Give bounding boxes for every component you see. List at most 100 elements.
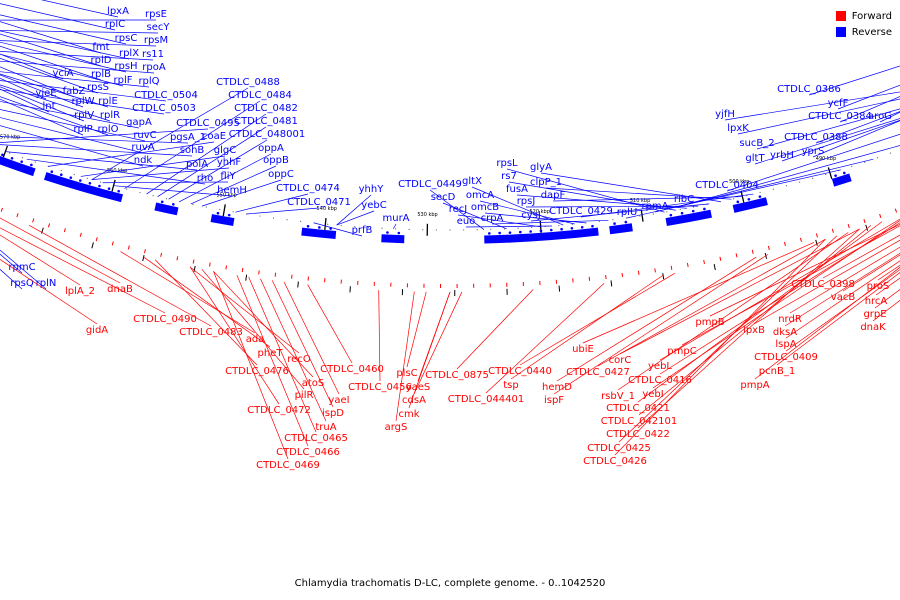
- forward-gene-label: CTDLC_0460: [320, 364, 384, 375]
- reverse-leader-line: [724, 91, 900, 121]
- reverse-leader-line: [530, 203, 710, 222]
- reverse-gene-label: rs7: [501, 171, 517, 182]
- forward-gene-label: CTDLC_0469: [256, 460, 320, 471]
- reverse-gene-label: rpsQ: [10, 278, 34, 289]
- marker-tick: [865, 224, 869, 231]
- forward-gene-label: vacB: [831, 292, 856, 303]
- reverse-gene-label: rplB: [91, 69, 111, 80]
- reverse-gene-label: oppC: [268, 169, 294, 180]
- forward-tick: [879, 213, 882, 218]
- reverse-gene-label: CTDLC_0388: [784, 132, 848, 143]
- reverse-feature-arrow: [69, 176, 73, 179]
- reverse-feature-block: [484, 227, 599, 244]
- scale-dot: [759, 191, 761, 194]
- forward-tick: [703, 259, 705, 265]
- reverse-gene-label: rpmC: [8, 262, 35, 273]
- forward-leader-line: [260, 278, 327, 422]
- forward-gene-label: grpE: [863, 309, 886, 320]
- reverse-gene-label: glgC: [214, 145, 236, 156]
- reverse-gene-label: gltX: [462, 176, 482, 187]
- reverse-leader-line: [102, 181, 229, 184]
- reverse-gene-label: CTDLC_0504: [134, 90, 198, 101]
- forward-leader-line: [842, 254, 900, 292]
- forward-gene-label: CTDLC_0490: [133, 314, 197, 325]
- reverse-gene-label: recJ: [449, 204, 468, 215]
- reverse-leader-line: [336, 210, 375, 226]
- kbp-tick: [740, 190, 745, 203]
- reverse-gene-label: CTDLC_0471: [287, 197, 351, 208]
- forward-gene-label: tsp: [503, 380, 518, 391]
- forward-gene-label: CTDLC_0427: [566, 367, 630, 378]
- reverse-gene-label: murA: [382, 213, 409, 224]
- forward-leader-line: [510, 274, 664, 380]
- forward-gene-label: ubiE: [572, 344, 594, 355]
- forward-tick: [815, 233, 818, 238]
- forward-tick: [79, 232, 82, 237]
- reverse-leader-line: [0, 109, 146, 142]
- reverse-gene-label: glyA: [530, 162, 552, 173]
- forward-gene-label: lplA_2: [65, 286, 95, 297]
- reverse-gene-label: rplQ: [138, 76, 159, 87]
- scale-dot: [531, 226, 533, 229]
- kbp-tick: [827, 167, 833, 180]
- reverse-feature-arrow: [747, 197, 751, 201]
- reverse-leader-line: [457, 214, 541, 228]
- forward-leader-line: [597, 238, 826, 367]
- forward-gene-label: CTDLC_0422: [606, 429, 670, 440]
- reverse-gene-label: CTDLC_0484: [228, 90, 292, 101]
- reverse-leader-line: [146, 113, 267, 195]
- forward-tick: [735, 253, 738, 258]
- reverse-leader-line: [201, 179, 282, 207]
- scale-dot: [367, 226, 369, 229]
- reverse-leader-line: [0, 14, 127, 45]
- reverse-leader-line: [0, 30, 130, 60]
- scale-dot: [126, 188, 128, 190]
- forward-tick: [751, 249, 754, 254]
- scale-dot: [851, 165, 853, 167]
- reverse-feature-arrow: [1, 153, 4, 157]
- strand-legend: Forward Reverse: [835, 8, 892, 40]
- reverse-feature-arrow: [529, 230, 532, 233]
- forward-tick: [192, 259, 195, 264]
- reverse-feature-block: [43, 172, 124, 203]
- forward-leader-line: [395, 291, 415, 422]
- reverse-feature-block: [154, 202, 179, 216]
- reverse-gene-label: euo: [457, 216, 476, 227]
- marker-tick: [193, 265, 196, 272]
- reverse-leader-line: [812, 120, 900, 158]
- reverse-leader-line: [392, 223, 397, 229]
- scale-dot: [612, 219, 614, 221]
- reverse-gene-label: CTDLC_0386: [777, 84, 841, 95]
- forward-leader-line: [28, 225, 212, 327]
- forward-leader-line: [709, 223, 900, 317]
- forward-tick: [719, 256, 722, 261]
- scale-dot: [73, 173, 75, 176]
- scale-dot: [692, 206, 695, 208]
- reverse-feature-layer: [0, 153, 852, 244]
- forward-tick: [127, 245, 130, 250]
- reverse-leader-line: [0, 89, 165, 115]
- reverse-gene-label: rpsE: [145, 9, 167, 20]
- forward-leader-line: [248, 276, 317, 433]
- scale-dot: [625, 217, 628, 219]
- forward-leader-line: [776, 272, 900, 366]
- reverse-feature-arrow: [570, 226, 574, 230]
- forward-leader-line: [0, 217, 121, 284]
- scale-dot: [299, 220, 302, 222]
- reverse-feature-arrow: [488, 232, 491, 235]
- forward-leader-line: [189, 266, 280, 405]
- scale-dot: [152, 195, 154, 197]
- forward-gene-label: hemD: [542, 382, 572, 393]
- reverse-leader-line: [0, 3, 116, 31]
- scale-dot: [327, 223, 329, 225]
- forward-tick: [209, 262, 211, 267]
- kbp-tick-label: 510 kbp: [630, 198, 650, 204]
- forward-gene-label: gidA: [86, 325, 108, 336]
- forward-gene-label: pmpC: [667, 346, 696, 357]
- reverse-leader-line: [48, 141, 215, 167]
- scale-dot: [598, 220, 601, 222]
- scale-dot: [60, 169, 62, 172]
- reverse-leader-line: [754, 118, 900, 165]
- reverse-leader-line: [0, 144, 193, 157]
